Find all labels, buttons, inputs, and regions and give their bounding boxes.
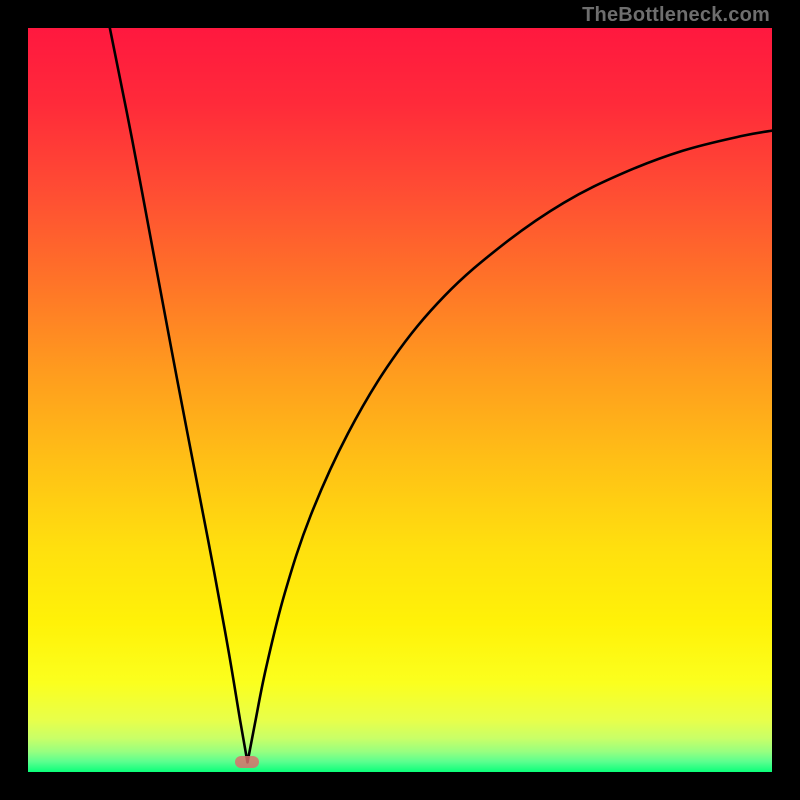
bottleneck-curve <box>28 28 772 772</box>
optimum-marker <box>235 756 259 768</box>
chart-container: { "watermark_text": "TheBottleneck.com",… <box>0 0 800 800</box>
watermark-text: TheBottleneck.com <box>582 4 770 27</box>
plot-area <box>28 28 772 772</box>
